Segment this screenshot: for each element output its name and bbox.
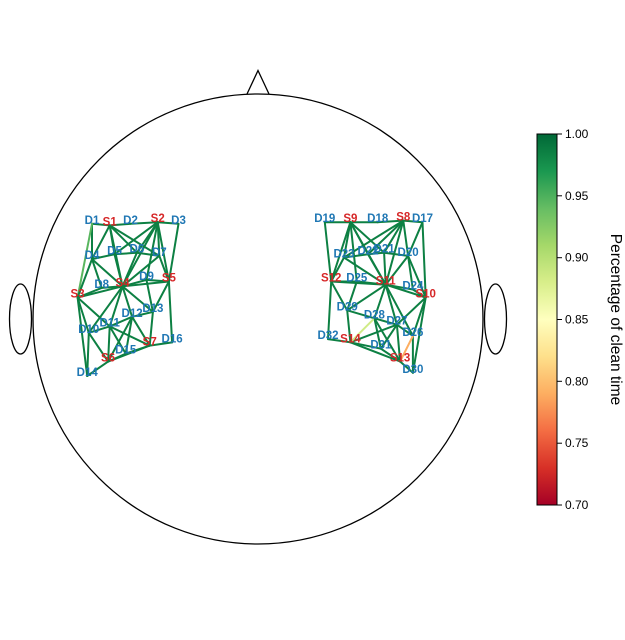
svg-text:D14: D14 — [77, 367, 99, 379]
svg-text:D8: D8 — [94, 279, 109, 291]
svg-text:D20: D20 — [398, 247, 419, 259]
svg-text:D4: D4 — [85, 250, 100, 262]
svg-text:D28: D28 — [364, 309, 386, 321]
svg-text:S6: S6 — [101, 353, 115, 365]
svg-text:S13: S13 — [390, 353, 410, 365]
svg-text:0.95: 0.95 — [565, 189, 589, 203]
svg-text:D5: D5 — [107, 245, 122, 257]
svg-text:D27: D27 — [386, 316, 407, 328]
svg-text:0.90: 0.90 — [565, 251, 589, 265]
svg-text:D29: D29 — [337, 301, 358, 313]
svg-text:S5: S5 — [162, 273, 177, 285]
svg-text:D23: D23 — [333, 249, 354, 261]
svg-text:D18: D18 — [367, 213, 389, 225]
svg-text:D12: D12 — [122, 308, 143, 320]
svg-text:S11: S11 — [376, 276, 396, 288]
svg-text:D31: D31 — [370, 340, 392, 352]
svg-text:S3: S3 — [71, 289, 85, 301]
svg-text:S4: S4 — [115, 277, 130, 289]
svg-text:S12: S12 — [321, 273, 341, 285]
svg-text:S10: S10 — [415, 289, 435, 301]
svg-text:S1: S1 — [103, 216, 118, 228]
svg-text:D32: D32 — [317, 330, 338, 342]
svg-text:D1: D1 — [85, 215, 100, 227]
svg-text:D11: D11 — [99, 317, 120, 329]
svg-text:0.75: 0.75 — [565, 436, 589, 450]
svg-text:D19: D19 — [314, 213, 335, 225]
svg-text:D17: D17 — [412, 213, 433, 225]
svg-text:D9: D9 — [139, 271, 154, 283]
svg-text:D2: D2 — [123, 215, 138, 227]
svg-text:D3: D3 — [171, 215, 186, 227]
svg-text:D10: D10 — [78, 324, 99, 336]
svg-text:D6: D6 — [130, 244, 145, 256]
svg-text:S7: S7 — [143, 337, 157, 349]
svg-text:D7: D7 — [152, 247, 167, 259]
svg-text:0.85: 0.85 — [565, 313, 589, 327]
svg-text:D16: D16 — [162, 333, 183, 345]
svg-text:S14: S14 — [340, 333, 361, 345]
svg-text:S8: S8 — [396, 212, 411, 224]
svg-text:D15: D15 — [115, 345, 137, 357]
svg-text:Percentage of clean time: Percentage of clean time — [607, 234, 624, 405]
svg-text:S2: S2 — [151, 213, 165, 225]
svg-text:D21: D21 — [374, 244, 396, 256]
svg-text:0.70: 0.70 — [565, 498, 589, 512]
svg-text:D25: D25 — [346, 273, 368, 285]
svg-text:0.80: 0.80 — [565, 374, 589, 388]
svg-text:D30: D30 — [402, 364, 423, 376]
svg-text:D13: D13 — [142, 303, 163, 315]
svg-text:1.00: 1.00 — [565, 127, 589, 141]
svg-text:D26: D26 — [402, 327, 423, 339]
svg-text:S9: S9 — [343, 213, 357, 225]
